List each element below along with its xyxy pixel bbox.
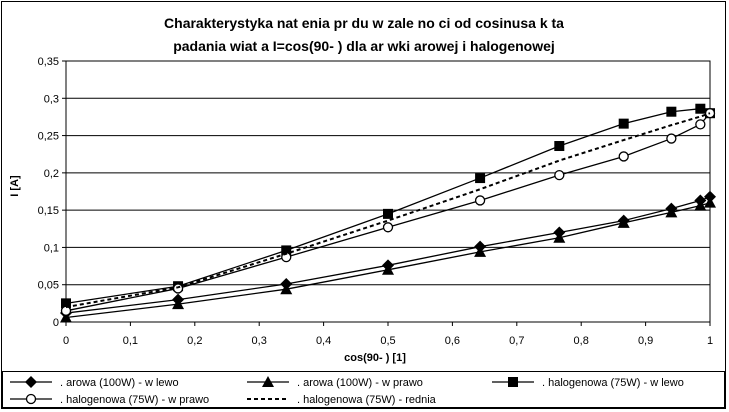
series-line-1 xyxy=(65,202,711,319)
x-tick-label-1: 0,1 xyxy=(123,335,138,347)
x-axis-label: cos(90- ) [1] xyxy=(344,352,406,364)
point-3-3 xyxy=(382,222,394,233)
y-tick-label-5: 0,25 xyxy=(38,131,59,143)
chart-title-line-1: Charakterystyka nat enia pr du w zale no… xyxy=(164,15,564,31)
point-2-4 xyxy=(475,173,486,184)
series-line-2 xyxy=(65,108,711,304)
legend: . arowa (100W) - w lewo . arowa (100W) - … xyxy=(2,371,725,408)
point-1-4 xyxy=(474,245,487,257)
legend-marker-3 xyxy=(25,393,37,405)
x-tick-label-2: 0,2 xyxy=(187,335,202,347)
axes xyxy=(65,60,711,323)
series-layer xyxy=(60,103,716,323)
point-2-5 xyxy=(554,141,565,152)
point-1-9 xyxy=(704,196,716,208)
point-2-3 xyxy=(383,208,393,219)
series-1 xyxy=(60,196,716,323)
legend-marker-0 xyxy=(25,376,37,388)
y-tick-label-1: 0,05 xyxy=(38,280,59,292)
legend-label-2: . halogenowa (75W) - w lewo xyxy=(542,377,684,389)
point-3-6 xyxy=(618,151,629,162)
point-3-1 xyxy=(172,283,184,294)
legend-item-2: . halogenowa (75W) - w lewo xyxy=(492,377,684,389)
legend-item-4: . halogenowa (75W) - rednia xyxy=(247,394,437,406)
point-1-6 xyxy=(617,216,630,228)
y-tick-label-0: 0 xyxy=(53,317,59,329)
y-axis-label: I [A] xyxy=(9,175,21,197)
point-2-2 xyxy=(281,245,292,256)
point-2-7 xyxy=(666,106,677,117)
legend-label-3: . halogenowa (75W) - w prawo xyxy=(60,394,209,406)
legend-marker-2 xyxy=(508,377,518,387)
plot-area xyxy=(65,60,711,323)
point-1-0 xyxy=(60,311,72,323)
ticks: 0 0,05 0,1 0,15 0,2 0,25 0,3 0,35 0 0,1 0,2 0,3 0,4 0… xyxy=(38,56,713,347)
series-line-3 xyxy=(65,112,711,312)
legend-item-0: . arowa (100W) - w lewo xyxy=(10,376,179,389)
series-line-4 xyxy=(65,112,711,309)
x-tick-label-9: 0,9 xyxy=(638,335,653,347)
grid xyxy=(66,60,710,286)
series-3 xyxy=(60,108,716,316)
legend-item-3: . halogenowa (75W) - w prawo xyxy=(10,393,209,406)
point-3-4 xyxy=(474,195,486,206)
x-tick-label-8: 0,8 xyxy=(574,335,589,347)
x-tick-label-6: 0,6 xyxy=(445,335,460,347)
x-tick-label-0: 0 xyxy=(63,335,69,347)
point-1-2 xyxy=(280,283,293,295)
y-tick-label-4: 0,2 xyxy=(44,168,59,180)
point-3-8 xyxy=(695,119,706,130)
point-1-1 xyxy=(172,298,185,310)
legend-label-0: . arowa (100W) - w lewo xyxy=(60,377,179,389)
x-tick-label-4: 0,4 xyxy=(316,335,331,347)
x-tick-label-5: 0,5 xyxy=(380,335,395,347)
y-tick-label-3: 0,15 xyxy=(38,205,59,217)
point-2-0 xyxy=(61,298,71,309)
legend-label-1: . arowa (100W) - w prawo xyxy=(297,377,423,389)
point-1-8 xyxy=(694,199,707,211)
x-tick-label-7: 0,7 xyxy=(509,335,524,347)
point-3-5 xyxy=(554,169,565,181)
legend-item-1: . arowa (100W) - w prawo xyxy=(247,376,423,389)
point-2-8 xyxy=(695,103,706,114)
point-1-3 xyxy=(382,263,394,275)
y-tick-label-6: 0,3 xyxy=(44,93,59,105)
point-1-7 xyxy=(665,206,678,218)
y-tick-label-2: 0,1 xyxy=(44,242,59,254)
series-4 xyxy=(65,112,711,309)
x-tick-label-10: 1 xyxy=(707,335,713,347)
point-1-5 xyxy=(553,231,566,243)
point-3-7 xyxy=(666,133,677,144)
series-line-0 xyxy=(65,196,711,314)
chart-title-line-2: padania wiat a I=cos(90- ) dla ar wki ar… xyxy=(173,38,555,54)
x-tick-label-3: 0,3 xyxy=(252,335,267,347)
legend-box xyxy=(2,371,725,408)
y-tick-label-7: 0,35 xyxy=(38,56,59,68)
legend-marker-1 xyxy=(262,376,274,387)
point-3-0 xyxy=(60,305,72,316)
series-2 xyxy=(61,103,715,309)
point-2-6 xyxy=(618,118,629,129)
legend-label-4: . halogenowa (75W) - rednia xyxy=(297,394,437,406)
